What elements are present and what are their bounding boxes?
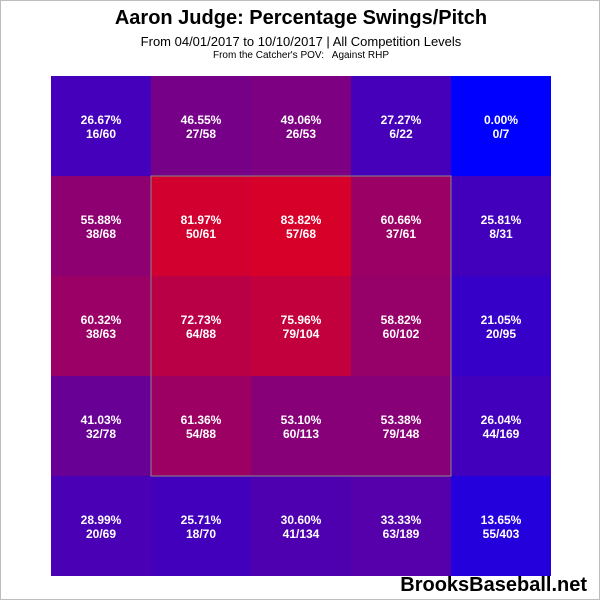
- heatmap-cell-r4-c1: [51, 376, 151, 476]
- cell-percent-label-r3-c5: 21.05%: [481, 313, 522, 327]
- cell-count-label-r2-c3: 57/68: [286, 227, 316, 241]
- heatmap-cell-r2-c2: [151, 176, 251, 276]
- cell-percent-label-r1-c2: 46.55%: [181, 113, 222, 127]
- cell-percent-label-r5-c3: 30.60%: [281, 513, 322, 527]
- cell-count-label-r4-c2: 54/88: [186, 427, 216, 441]
- cell-count-label-r2-c4: 37/61: [386, 227, 416, 241]
- cell-count-label-r1-c2: 27/58: [186, 127, 216, 141]
- cell-count-label-r4-c4: 79/148: [383, 427, 420, 441]
- cell-count-label-r4-c5: 44/169: [483, 427, 520, 441]
- strike-zone-outline: [150, 175, 452, 477]
- cell-count-label-r4-c1: 32/78: [86, 427, 116, 441]
- cell-percent-label-r4-c4: 53.38%: [381, 413, 422, 427]
- heatmap-cell-r5-c3: [251, 476, 351, 576]
- chart-title: Aaron Judge: Percentage Swings/Pitch: [114, 7, 488, 29]
- heatmap-cell-r2-c1: [51, 176, 151, 276]
- heatmap-cell-r5-c5: [451, 476, 551, 576]
- heatmap-cell-r3-c4: [351, 276, 451, 376]
- heatmap-cell-r5-c2: [151, 476, 251, 576]
- heatmap-cell-r2-c5: [451, 176, 551, 276]
- cell-percent-label-r2-c1: 55.88%: [81, 213, 122, 227]
- cell-percent-label-r2-c3: 83.82%: [281, 213, 322, 227]
- cell-count-label-r5-c3: 41/134: [283, 527, 320, 541]
- heatmap-cell-r4-c2: [151, 376, 251, 476]
- heatmap-cell-r4-c5: [451, 376, 551, 476]
- heatmap-cell-r1-c2: [151, 76, 251, 176]
- cell-count-label-r1-c5: 0/7: [493, 127, 510, 141]
- cell-count-label-r3-c5: 20/95: [486, 327, 516, 341]
- heatmap-cell-r2-c3: [251, 176, 351, 276]
- heatmap-cell-r4-c3: [251, 376, 351, 476]
- cell-count-label-r2-c5: 8/31: [489, 227, 513, 241]
- cell-percent-label-r2-c4: 60.66%: [381, 213, 422, 227]
- cell-percent-label-r1-c4: 27.27%: [381, 113, 422, 127]
- cell-percent-label-r4-c1: 41.03%: [81, 413, 122, 427]
- cell-count-label-r3-c3: 79/104: [283, 327, 320, 341]
- heatmap-cell-r5-c4: [351, 476, 451, 576]
- cell-percent-label-r3-c1: 60.32%: [81, 313, 122, 327]
- cell-count-label-r4-c3: 60/113: [283, 427, 319, 441]
- heatmap-cell-r2-c4: [351, 176, 451, 276]
- cell-count-label-r3-c2: 64/88: [186, 327, 216, 341]
- cell-percent-label-r1-c5: 0.00%: [484, 113, 518, 127]
- cell-percent-label-r3-c3: 75.96%: [281, 313, 322, 327]
- cell-count-label-r5-c5: 55/403: [483, 527, 520, 541]
- cell-count-label-r1-c4: 6/22: [389, 127, 413, 141]
- cell-percent-label-r4-c5: 26.04%: [481, 413, 522, 427]
- cell-percent-label-r5-c4: 33.33%: [381, 513, 422, 527]
- cell-count-label-r2-c2: 50/61: [186, 227, 216, 241]
- heatmap-cell-r3-c3: [251, 276, 351, 376]
- heatmap-cell-r1-c4: [351, 76, 451, 176]
- cell-percent-label-r4-c3: 53.10%: [281, 413, 322, 427]
- cell-percent-label-r5-c2: 25.71%: [181, 513, 222, 527]
- cell-percent-label-r2-c2: 81.97%: [181, 213, 222, 227]
- cell-count-label-r3-c4: 60/102: [383, 327, 420, 341]
- cell-count-label-r1-c1: 16/60: [86, 127, 116, 141]
- heatmap-cell-r5-c1: [51, 476, 151, 576]
- chart-subtitle: From 04/01/2017 to 10/10/2017 | All Comp…: [140, 34, 462, 49]
- pov-note: From the Catcher's POV: Against RHP: [212, 50, 390, 61]
- cell-percent-label-r3-c4: 58.82%: [381, 313, 422, 327]
- cell-count-label-r2-c1: 38/68: [86, 227, 116, 241]
- heatmap-cell-r3-c1: [51, 276, 151, 376]
- cell-count-label-r5-c1: 20/69: [86, 527, 116, 541]
- cell-percent-label-r5-c5: 13.65%: [481, 513, 522, 527]
- cell-percent-label-r1-c3: 49.06%: [281, 113, 322, 127]
- heatmap-cell-r3-c5: [451, 276, 551, 376]
- brooks-baseball-watermark: BrooksBaseball.net: [400, 574, 587, 596]
- heatmap-cell-r4-c4: [351, 376, 451, 476]
- heatmap-cell-r1-c1: [51, 76, 151, 176]
- heatmap-svg: 26.67%16/6046.55%27/5849.06%26/5327.27%6…: [51, 76, 551, 576]
- cell-count-label-r3-c1: 38/63: [86, 327, 116, 341]
- heatmap-cell-r1-c3: [251, 76, 351, 176]
- cell-percent-label-r4-c2: 61.36%: [181, 413, 222, 427]
- cell-percent-label-r3-c2: 72.73%: [181, 313, 222, 327]
- cell-count-label-r5-c2: 18/70: [186, 527, 216, 541]
- heatmap-cell-r1-c5: [451, 76, 551, 176]
- cell-count-label-r1-c3: 26/53: [286, 127, 316, 141]
- heatmap-cell-r3-c2: [151, 276, 251, 376]
- cell-count-label-r5-c4: 63/189: [383, 527, 420, 541]
- cell-percent-label-r5-c1: 28.99%: [81, 513, 122, 527]
- cell-percent-label-r2-c5: 25.81%: [481, 213, 522, 227]
- cell-percent-label-r1-c1: 26.67%: [81, 113, 122, 127]
- heatmap-plot: 26.67% 16/60 46.55% 27/58 49.06% 26/53 27.27% 6…: [51, 76, 551, 576]
